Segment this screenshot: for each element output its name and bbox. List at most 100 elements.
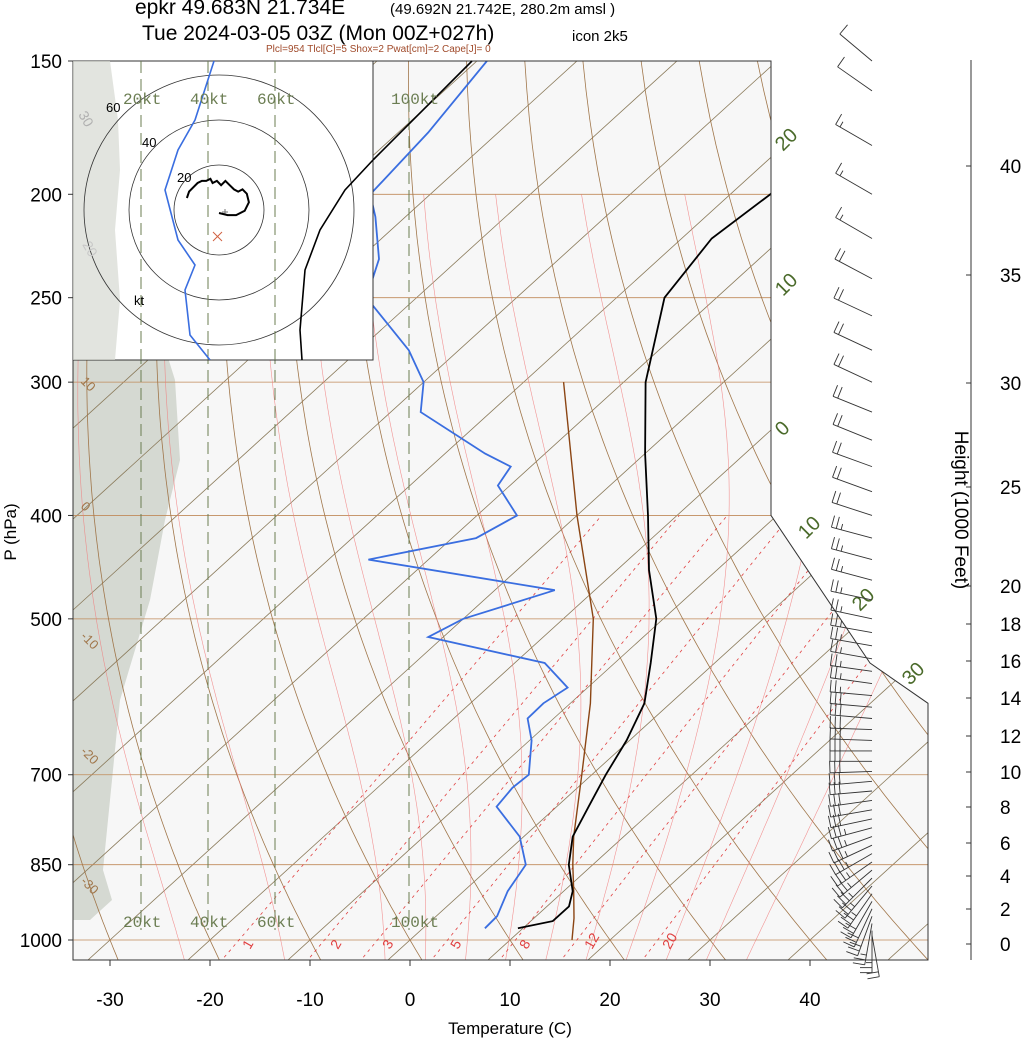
- y-tick-label: 500: [30, 610, 62, 631]
- wind-barb: [830, 780, 873, 786]
- moist-adiabat: [624, 194, 730, 960]
- wind-barb-flag: [837, 56, 845, 68]
- dry-adiabat: [629, 61, 928, 960]
- wind-barb: [830, 818, 873, 829]
- wind-barb: [832, 424, 873, 441]
- height-tick-label: 25: [1000, 478, 1021, 499]
- wind-barb: [830, 727, 873, 731]
- mixing-ratio-line: [428, 515, 791, 960]
- wind-barb-flag: [835, 538, 840, 551]
- x-tick-label: -30: [96, 990, 123, 1011]
- hodograph-frame: [72, 60, 374, 361]
- wind-barb-flag: [839, 686, 842, 693]
- wind-barb-flag: [833, 353, 840, 365]
- wind-barb-flag: [836, 467, 842, 480]
- wind-barb-flag: [836, 442, 842, 455]
- dry-adiabat: [465, 61, 830, 960]
- wind-barb-flag: [846, 872, 851, 878]
- wind-barb: [839, 33, 873, 62]
- height-tick-label: 18: [1000, 615, 1021, 636]
- wind-barb: [841, 877, 873, 909]
- wind-barb: [835, 217, 873, 239]
- wind-barb-flag: [830, 875, 838, 887]
- hodograph-unit-label: kt: [134, 293, 145, 308]
- wind-barb-flag: [844, 840, 848, 846]
- isotherm: [584, 61, 928, 960]
- wind-barb-flag: [832, 413, 838, 425]
- mixing-ratio-line: [219, 515, 602, 960]
- wind-barb-flag: [839, 673, 842, 680]
- wind-barb: [830, 770, 873, 774]
- wind-barb-flag: [845, 936, 857, 943]
- wind-barb: [830, 809, 873, 818]
- wind-barb-flag: [830, 515, 835, 528]
- mixing-ratio-line: [305, 515, 680, 960]
- temperature-top-segment: [372, 60, 473, 161]
- wind-barb-flag: [828, 805, 832, 818]
- wind-barb-flag: [847, 932, 859, 939]
- x-tick-label: 20: [599, 990, 620, 1011]
- wind-barb-flag: [833, 899, 843, 909]
- wind-barb: [831, 526, 873, 539]
- wind-barb-flag: [837, 836, 843, 848]
- hodograph-ring: [173, 164, 265, 256]
- wind-barb-flag: [829, 653, 833, 666]
- wind-barb-flag: [838, 792, 841, 806]
- hodo-shade-label: 30: [75, 108, 97, 130]
- mixing-ratio-line: [358, 515, 728, 960]
- wind-barb-flag: [835, 580, 839, 593]
- wind-barb-flag: [840, 647, 842, 654]
- mixing-ratio-line: [640, 515, 928, 960]
- plot-frame: [72, 60, 929, 961]
- wind-barb-flag: [839, 170, 844, 177]
- wind-barb: [853, 908, 873, 948]
- wind-barb-flag: [840, 891, 850, 902]
- wind-barb-flag: [828, 839, 833, 852]
- wind-barb: [844, 885, 873, 919]
- wind-barb: [830, 609, 873, 620]
- wind-barb-flag: [830, 626, 834, 639]
- stability-indices: Plcl=954 Tlcl[C]=5 Shox=2 Pwat[cm]=2 Cap…: [266, 44, 491, 55]
- wind-barb-flag: [839, 692, 842, 705]
- moist-adiabat: [362, 194, 472, 960]
- wind-barb-flag: [832, 385, 838, 397]
- wind-barb-flag: [829, 679, 832, 692]
- height-tick-label: 4: [1000, 867, 1011, 888]
- hodo-scale-label: 100kt: [391, 91, 439, 109]
- wind-barb-flag: [835, 910, 846, 919]
- isotherm-label: 0: [771, 417, 794, 440]
- wind-barb-flag: [830, 639, 834, 652]
- isotherm: [73, 61, 784, 960]
- wind-barb-flag: [838, 772, 841, 785]
- station-title: epkr 49.683N 21.734E: [135, 0, 346, 19]
- wind-barb-flag: [830, 537, 835, 549]
- wind-barb-flag: [837, 920, 849, 929]
- wind-barb: [833, 297, 873, 317]
- wind-barb-flag: [835, 640, 839, 653]
- wind-barb-flag: [833, 861, 841, 873]
- wind-barb: [831, 827, 873, 840]
- x-tick-label: 30: [699, 990, 720, 1011]
- height-axis-label: Height (1000 Feet): [950, 431, 971, 589]
- isotherm-label: 10: [794, 512, 825, 543]
- hodograph-ring: [128, 119, 310, 301]
- hodograph-ring: [83, 74, 355, 346]
- y-tick-label: 400: [30, 506, 62, 527]
- wind-barb-flag: [829, 691, 832, 704]
- wind-barb-flag: [843, 912, 854, 921]
- mixing-ratio-label: 20: [659, 930, 681, 952]
- isotherm: [73, 61, 928, 960]
- height-tick-label: 0: [1000, 935, 1011, 956]
- moist-adiabat: [309, 194, 427, 960]
- wind-barb: [837, 861, 873, 887]
- wind-barb-flag: [838, 250, 846, 262]
- height-tick-label: 14: [1000, 689, 1022, 710]
- wind-barb-flag: [834, 691, 837, 704]
- wind-barb-flag: [837, 847, 844, 859]
- wind-barb-flag: [828, 782, 831, 795]
- wind-barb-flag: [833, 804, 837, 817]
- y-axis-label: P (hPa): [1, 503, 20, 560]
- x-tick-label: 0: [405, 990, 416, 1011]
- x-tick-label: 40: [799, 990, 820, 1011]
